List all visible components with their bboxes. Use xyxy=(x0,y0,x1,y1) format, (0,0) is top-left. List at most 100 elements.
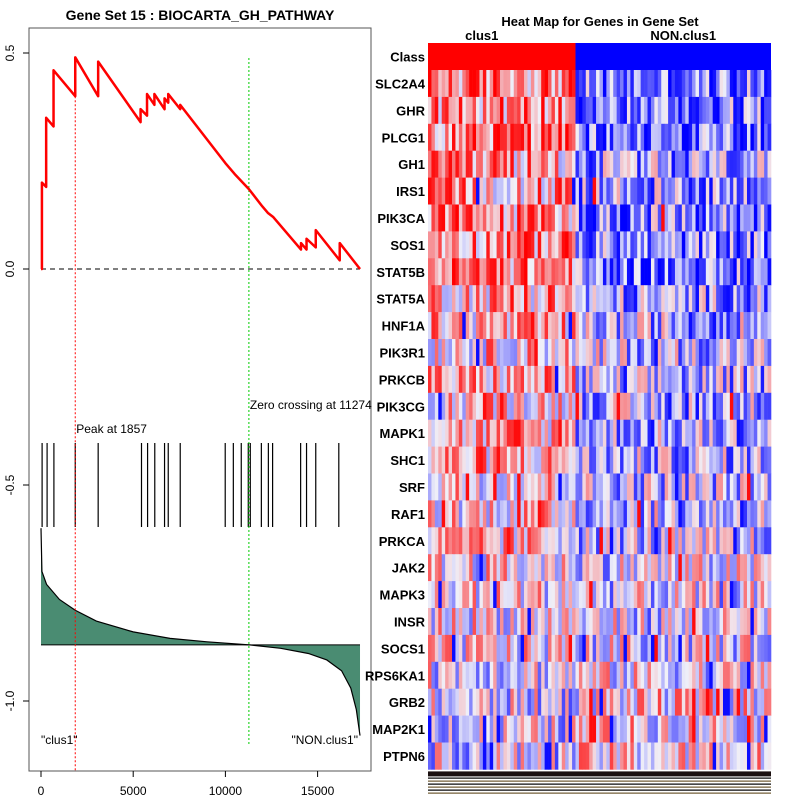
heatmap-cell xyxy=(489,312,494,340)
heatmap-cell xyxy=(753,204,758,232)
heatmap-cell xyxy=(465,419,470,447)
heatmap-cell xyxy=(434,231,439,259)
heatmap-cell xyxy=(489,581,494,609)
heatmap-cell xyxy=(500,204,504,232)
heatmap-cell xyxy=(506,446,511,474)
heatmap-cell xyxy=(750,312,755,340)
heatmap-cell xyxy=(637,392,641,420)
heatmap-cell xyxy=(455,231,460,259)
heatmap-cell xyxy=(530,123,535,151)
heatmap-cell xyxy=(506,661,511,689)
heatmap-cell xyxy=(678,527,683,555)
heatmap-cell xyxy=(589,231,593,259)
heatmap-cell xyxy=(486,339,491,367)
heatmap-cell xyxy=(554,527,559,555)
heatmap-cell xyxy=(609,473,614,501)
heatmap-cell xyxy=(633,204,638,232)
heatmap-cell xyxy=(644,339,648,367)
heatmap-cell xyxy=(719,688,724,716)
heatmap-cell xyxy=(602,339,607,367)
heatmap-cell xyxy=(513,123,518,151)
heatmap-cell xyxy=(503,527,508,555)
heatmap-cell xyxy=(674,312,679,340)
heatmap-cell xyxy=(455,96,460,125)
heatmap-cell xyxy=(729,688,734,716)
heatmap-cell xyxy=(626,688,631,716)
heatmap-cell xyxy=(712,177,717,205)
heatmap-cell xyxy=(472,661,477,689)
heatmap-cell xyxy=(692,285,696,313)
heatmap-cell xyxy=(503,554,508,582)
heatmap-cell xyxy=(620,634,624,663)
heatmap-cell xyxy=(664,527,669,555)
heatmap-cell xyxy=(757,608,762,636)
heatmap-cell xyxy=(712,258,717,286)
heatmap-cell xyxy=(548,661,552,689)
heatmap-cell xyxy=(592,96,597,125)
heatmap-cell xyxy=(698,258,703,286)
heatmap-cell xyxy=(575,365,580,394)
heatmap-cell xyxy=(626,661,631,689)
heatmap-cell xyxy=(506,715,511,743)
heatmap-cell xyxy=(472,70,477,98)
heatmap-cell xyxy=(438,715,443,743)
heatmap-cell xyxy=(441,285,446,313)
heatmap-cell xyxy=(513,177,518,205)
heatmap-cell xyxy=(613,473,617,501)
heatmap-cell xyxy=(510,285,515,313)
heatmap-cell xyxy=(616,715,621,743)
heatmap-cell xyxy=(630,473,635,501)
heatmap-cell xyxy=(650,365,655,394)
heatmap-cell xyxy=(469,258,473,286)
heatmap-cell xyxy=(757,446,762,474)
heatmap-cell xyxy=(760,177,765,205)
heatmap-cell xyxy=(767,285,772,313)
heatmap-cell xyxy=(716,554,720,582)
heatmap-cell xyxy=(729,581,734,609)
heatmap-cell xyxy=(606,177,611,205)
heatmap-cell xyxy=(613,312,617,340)
heatmap-cell xyxy=(633,715,638,743)
heatmap-cell xyxy=(674,204,679,232)
heatmap-cell xyxy=(506,742,511,770)
heatmap-cell xyxy=(726,392,731,420)
heatmap-cell xyxy=(524,742,528,770)
heatmap-cell xyxy=(592,231,597,259)
heatmap-cell xyxy=(716,688,720,716)
heatmap-cell xyxy=(520,204,525,232)
heatmap-cell xyxy=(757,123,762,151)
heatmap-cell xyxy=(743,231,748,259)
heatmap-cell xyxy=(585,339,590,367)
heatmap-cell xyxy=(637,446,641,474)
heatmap-cell xyxy=(661,634,665,663)
heatmap-cell xyxy=(633,312,638,340)
heatmap-cell xyxy=(506,500,511,528)
heatmap-cell xyxy=(448,419,453,447)
heatmap-cell xyxy=(620,392,624,420)
heatmap-cell xyxy=(592,123,597,151)
heatmap-cell xyxy=(633,177,638,205)
heatmap-cell xyxy=(482,285,487,313)
heatmap-cell xyxy=(736,608,741,636)
heatmap-cell xyxy=(476,258,480,286)
gene-label: IRS1 xyxy=(396,184,425,199)
heatmap-cell xyxy=(719,554,724,582)
heatmap-cell xyxy=(589,688,593,716)
heatmap-cell xyxy=(578,634,583,663)
heatmap-cell xyxy=(709,365,713,394)
heatmap-cell xyxy=(685,419,689,447)
heatmap-cell xyxy=(551,177,556,205)
heatmap-cell xyxy=(458,473,463,501)
heatmap-cell xyxy=(472,312,477,340)
heatmap-cell xyxy=(592,661,597,689)
heatmap-cell xyxy=(572,446,576,474)
heatmap-cell xyxy=(578,365,583,394)
heatmap-cell xyxy=(513,634,518,663)
heatmap-cell xyxy=(764,554,768,582)
heatmap-cell xyxy=(434,715,439,743)
heatmap-cell xyxy=(455,339,460,367)
heatmap-cell xyxy=(541,392,545,420)
heatmap-cell xyxy=(757,581,762,609)
heatmap-cell xyxy=(561,365,566,394)
x-tick-label: 15000 xyxy=(301,784,335,798)
